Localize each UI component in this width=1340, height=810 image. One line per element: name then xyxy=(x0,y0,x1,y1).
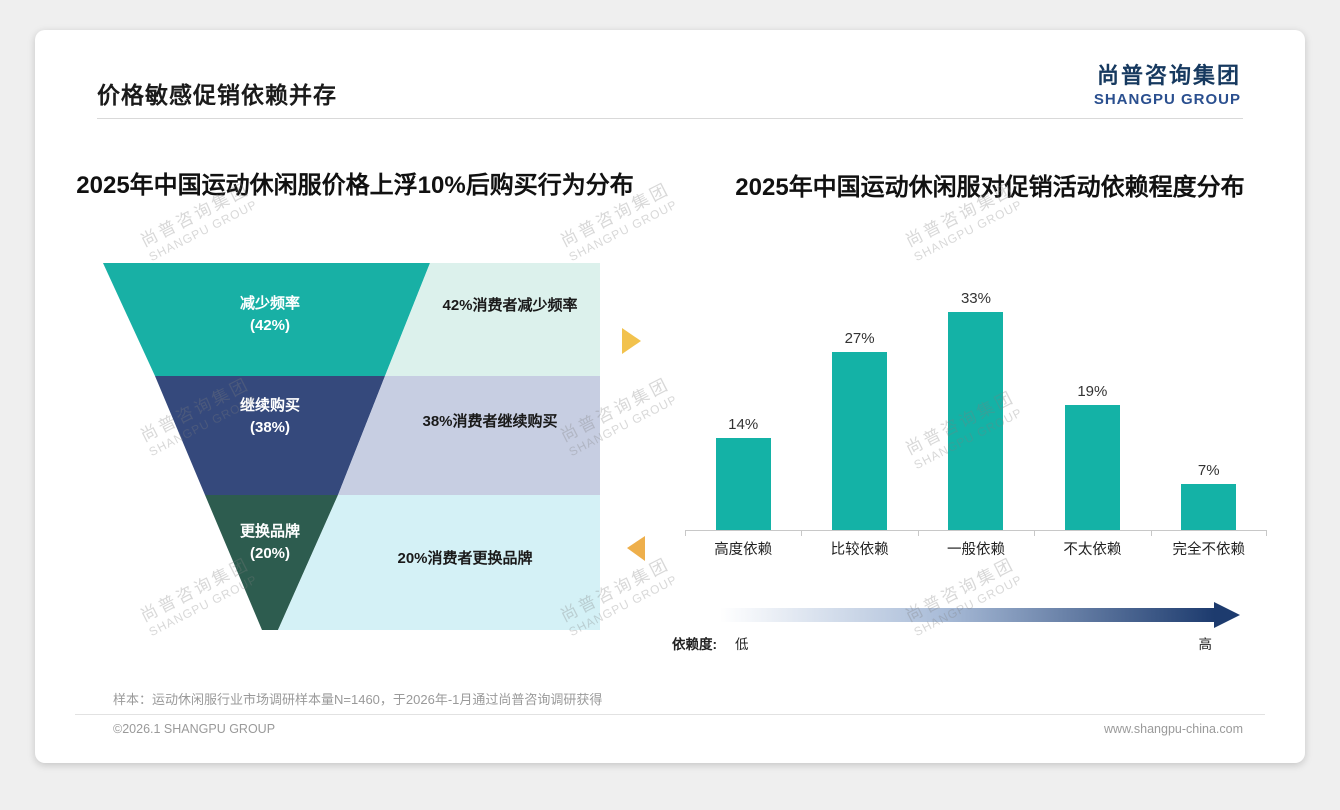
bar-group: 33% xyxy=(918,290,1034,530)
axis-tick xyxy=(1150,531,1152,536)
category-label: 不太依赖 xyxy=(1063,542,1122,558)
axis-tick xyxy=(1034,531,1036,536)
logo-en: SHANGPU GROUP xyxy=(1093,91,1241,108)
arrow-left-icon xyxy=(627,536,645,561)
bars-row: 14% 27% 33% 19% 7% xyxy=(685,278,1267,530)
dependency-legend: 依赖度: 低 高 xyxy=(672,633,1212,653)
category-label: 比较依赖 xyxy=(830,542,889,558)
footer-divider xyxy=(75,714,1265,715)
funnel-segment-continue xyxy=(155,376,385,495)
funnel-segment-switch xyxy=(205,495,338,630)
funnel-pct-switch: (20%) xyxy=(250,545,290,562)
arrow-right-icon xyxy=(622,328,641,354)
bar xyxy=(1181,483,1237,530)
category-labels: 高度依赖 比较依赖 一般依赖 不太依赖 完全不依赖 xyxy=(685,538,1267,559)
funnel-pct-continue: (38%) xyxy=(250,419,290,436)
funnel-desc-block-reduce xyxy=(385,263,600,376)
funnel-chart-title: 2025年中国运动休闲服价格上浮10%后购买行为分布 xyxy=(76,172,634,199)
bar-value-label: 27% xyxy=(844,329,875,347)
logo: 尚普咨询集团 SHANGPU GROUP xyxy=(1094,58,1241,108)
slide: 尚普咨询集团 SHANGPU GROUP 尚普咨询集团 SHANGPU GROUP … xyxy=(35,30,1305,763)
bar-chart-title: 2025年中国运动休闲服对促销活动依赖程度分布 xyxy=(735,174,1245,201)
funnel-chart: 减少频率 (42%) 继续购买 (38%) 更换品牌 (20%) 42%消费者减… xyxy=(103,263,645,630)
sample-note: 样本：运动休闲服行业市场调研样本量N=1460，于2026年-1月通过尚普咨询调… xyxy=(113,692,603,707)
axis-tick xyxy=(917,531,919,536)
bar-group: 27% xyxy=(801,330,917,530)
bar-chart: 14% 27% 33% 19% 7% xyxy=(685,278,1267,559)
funnel-desc-block-continue xyxy=(338,376,600,495)
bar xyxy=(948,312,1004,530)
legend-low: 低 xyxy=(735,637,749,652)
bar-value-label: 19% xyxy=(1077,382,1108,400)
funnel-desc-reduce: 42%消费者减少频率 xyxy=(442,296,577,314)
axis-tick xyxy=(685,531,686,536)
funnel-label-continue: 继续购买 xyxy=(240,396,300,414)
arrowhead-icon xyxy=(1214,602,1240,628)
header-divider xyxy=(97,118,1243,119)
funnel-label-reduce: 减少频率 xyxy=(240,294,300,312)
axis-tick xyxy=(801,531,803,536)
gradient-bar xyxy=(720,608,1214,622)
bar xyxy=(1064,404,1120,530)
bar-group: 14% xyxy=(685,416,801,530)
footer: ©2026.1 SHANGPU GROUP www.shangpu-china.… xyxy=(113,722,1243,736)
page-title: 价格敏感促销依赖并存 xyxy=(97,82,337,108)
dependency-gradient-arrow xyxy=(720,602,1240,628)
bar-group: 7% xyxy=(1151,462,1267,530)
category-label: 完全不依赖 xyxy=(1172,542,1246,558)
website: www.shangpu-china.com xyxy=(1104,722,1243,736)
funnel-desc-switch: 20%消费者更换品牌 xyxy=(397,549,532,567)
funnel-label-switch: 更换品牌 xyxy=(240,522,300,540)
bar xyxy=(832,351,888,530)
logo-cn: 尚普咨询集团 xyxy=(1096,63,1241,88)
funnel-pct-reduce: (42%) xyxy=(250,317,290,334)
category-label: 一般依赖 xyxy=(946,542,1005,558)
legend-high: 高 xyxy=(1198,637,1213,652)
funnel-desc-continue: 38%消费者继续购买 xyxy=(422,412,557,430)
bar-value-label: 33% xyxy=(960,290,991,308)
funnel-desc-block-switch xyxy=(278,495,600,630)
copyright: ©2026.1 SHANGPU GROUP xyxy=(113,722,276,736)
bar-group: 19% xyxy=(1034,383,1150,530)
funnel-segment-reduce xyxy=(103,263,430,376)
category-label: 高度依赖 xyxy=(714,542,773,558)
x-axis xyxy=(685,530,1267,536)
axis-tick xyxy=(1266,531,1267,536)
legend-title: 依赖度: xyxy=(672,637,717,652)
bar-value-label: 7% xyxy=(1197,461,1220,479)
bar-value-label: 14% xyxy=(728,415,759,433)
bar xyxy=(715,437,771,530)
